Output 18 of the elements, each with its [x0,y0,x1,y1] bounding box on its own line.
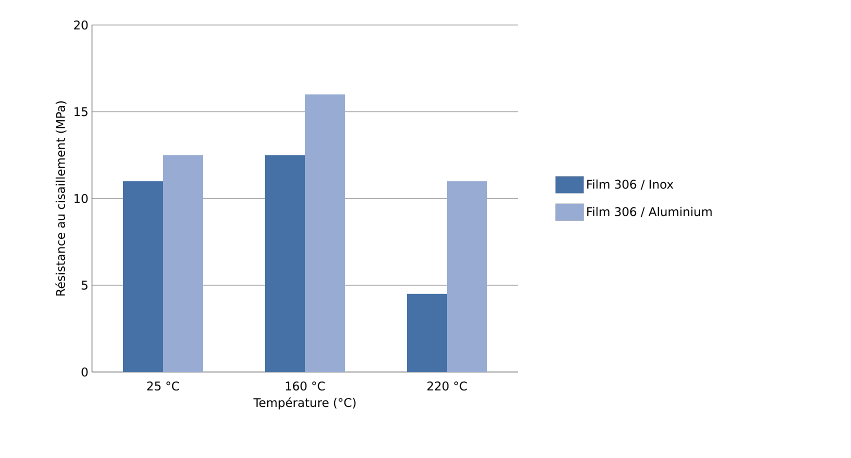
legend-label: Film 306 / Aluminium [587,206,712,218]
bar [305,94,346,372]
y-tick-label: 10 [74,194,88,204]
y-tick-label: 20 [74,20,88,30]
x-tick-label: 25 °C [147,381,180,391]
x-tick-label: 220 °C [427,381,467,391]
y-tick-label: 0 [82,367,88,377]
legend-label: Film 306 / Inox [587,180,674,190]
bar [407,294,448,372]
bar [265,155,306,372]
bar [163,155,204,372]
y-tick-label: 15 [74,107,88,116]
y-axis-title: Résistance au cisaillement (MPa) [55,101,66,296]
bar [447,181,488,372]
bar [123,181,163,372]
x-axis-title: Température (°C) [253,397,356,410]
x-tick-label: 160 °C [286,381,325,391]
y-tick-label: 5 [82,280,88,290]
